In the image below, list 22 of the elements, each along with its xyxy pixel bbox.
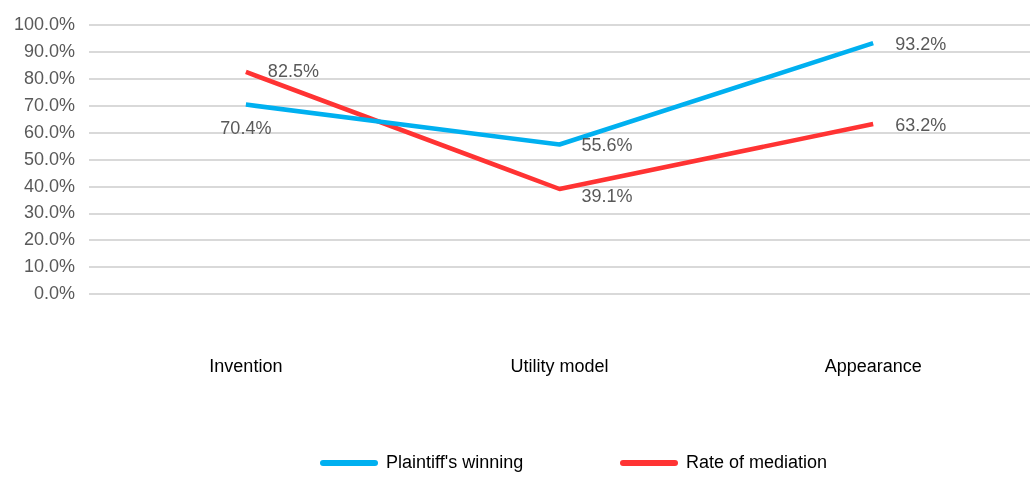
y-tick-label: 50.0%	[24, 148, 76, 169]
data-label: 55.6%	[581, 135, 633, 156]
data-label: 39.1%	[581, 185, 633, 206]
data-label: 70.4%	[220, 117, 272, 138]
y-tick-label: 20.0%	[24, 229, 76, 250]
y-tick-label: 90.0%	[24, 40, 76, 61]
x-tick-label: Invention	[209, 356, 283, 377]
legend-label: Rate of mediation	[686, 452, 828, 473]
x-tick-label: Utility model	[510, 356, 609, 377]
data-label: 93.2%	[895, 34, 947, 55]
x-tick-label: Appearance	[824, 356, 922, 377]
y-tick-label: 10.0%	[24, 256, 76, 277]
legend-label: Plaintiff's winning	[386, 452, 524, 473]
y-tick-label: 80.0%	[24, 67, 76, 88]
data-label: 63.2%	[895, 114, 947, 135]
data-label: 82.5%	[267, 60, 319, 81]
y-tick-label: 100.0%	[13, 13, 76, 34]
y-tick-label: 40.0%	[24, 175, 76, 196]
y-tick-label: 70.0%	[24, 94, 76, 115]
y-tick-label: 0.0%	[34, 283, 76, 304]
y-tick-label: 30.0%	[24, 202, 76, 223]
y-tick-label: 60.0%	[24, 121, 76, 142]
